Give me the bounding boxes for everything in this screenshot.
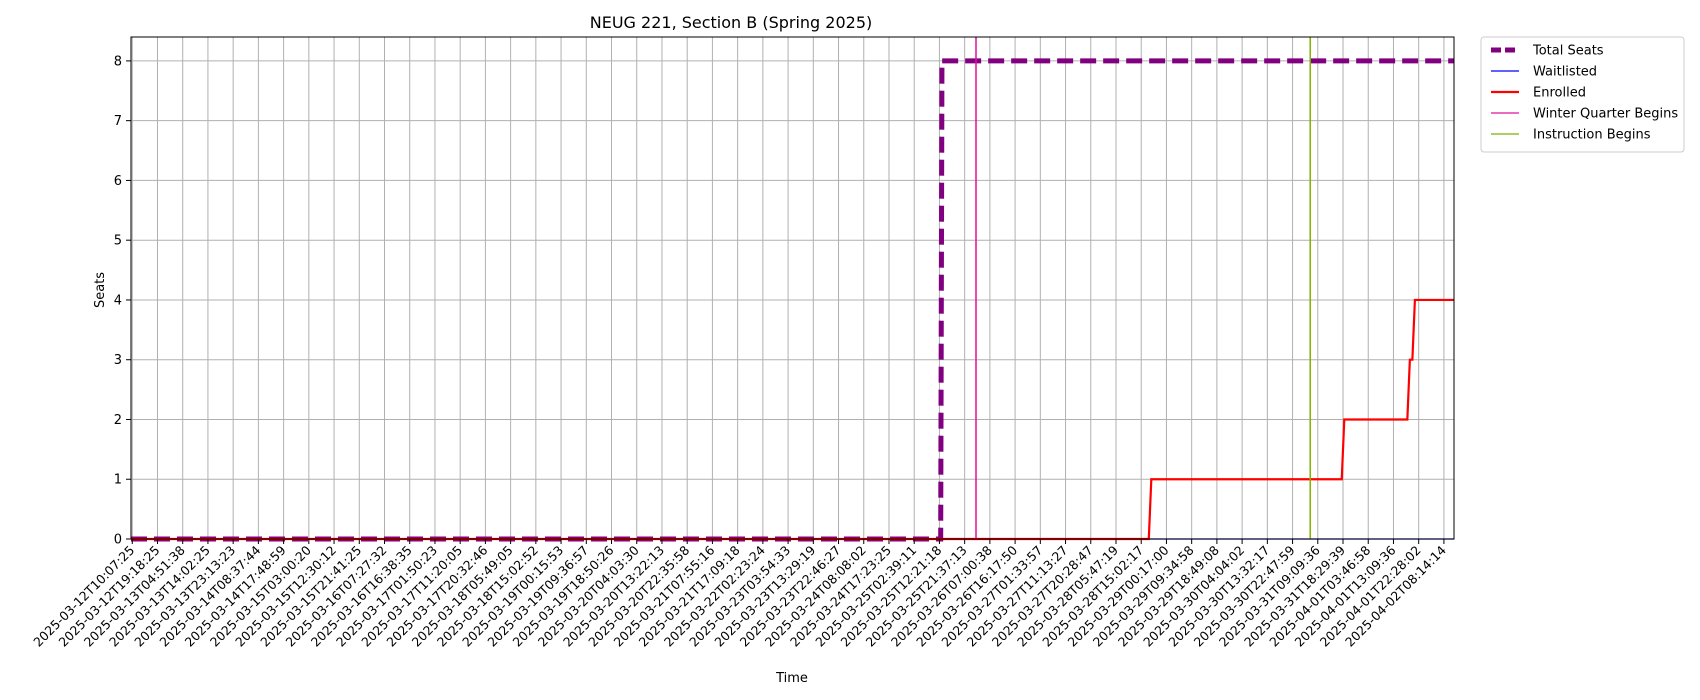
- chart-title: NEUG 221, Section B (Spring 2025): [590, 13, 873, 32]
- legend-label: Waitlisted: [1533, 65, 1597, 80]
- legend-box: [1480, 36, 1685, 153]
- y-tick-label: 4: [114, 293, 122, 308]
- y-tick-label: 8: [114, 54, 122, 69]
- y-tick-label: 2: [114, 413, 122, 428]
- markers-layer: [975, 37, 1311, 539]
- y-tick-label: 3: [114, 353, 122, 368]
- plot-frame: [130, 36, 1455, 540]
- y-axis: 0 1 2 3 4 5 6 7 8: [114, 54, 131, 548]
- y-axis-label: Seats: [93, 272, 108, 308]
- x-axis: 2025-03-12T10:07:252025-03-12T19:18:2520…: [30, 539, 1449, 650]
- legend-label: Instruction Begins: [1533, 128, 1651, 143]
- legend: Total Seats Waitlisted Enrolled Winter Quar…: [1480, 36, 1685, 153]
- legend-label: Enrolled: [1533, 86, 1586, 101]
- grid: [131, 37, 1454, 540]
- legend-label: Total Seats: [1532, 44, 1604, 59]
- y-tick-label: 7: [114, 114, 122, 129]
- y-tick-label: 1: [114, 473, 122, 488]
- legend-label: Winter Quarter Begins: [1533, 107, 1678, 122]
- x-axis-label: Time: [775, 671, 808, 686]
- series-line-enrolled: [131, 298, 1454, 541]
- y-tick-label: 6: [114, 174, 122, 189]
- y-tick-label: 0: [114, 533, 122, 548]
- y-tick-label: 5: [114, 234, 122, 249]
